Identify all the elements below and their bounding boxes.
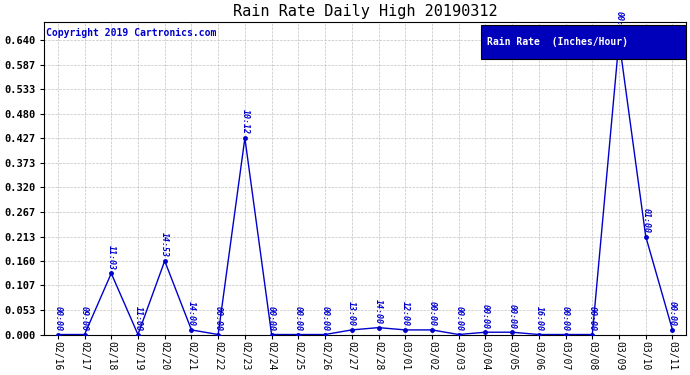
FancyBboxPatch shape bbox=[481, 25, 686, 59]
Text: 00:00: 00:00 bbox=[267, 306, 276, 331]
Text: 16:00: 16:00 bbox=[534, 306, 543, 331]
Title: Rain Rate Daily High 20190312: Rain Rate Daily High 20190312 bbox=[233, 4, 497, 19]
Text: 00:00: 00:00 bbox=[561, 306, 570, 331]
Text: 00:00: 00:00 bbox=[427, 301, 437, 326]
Text: 00:00: 00:00 bbox=[53, 306, 62, 331]
Text: Copyright 2019 Cartronics.com: Copyright 2019 Cartronics.com bbox=[46, 28, 216, 38]
Text: 11:00: 11:00 bbox=[133, 306, 142, 331]
Text: 12:00: 12:00 bbox=[401, 301, 410, 326]
Text: 00:00: 00:00 bbox=[508, 303, 517, 328]
Text: 00:00: 00:00 bbox=[321, 306, 330, 331]
Text: 00:00: 00:00 bbox=[481, 303, 490, 328]
Text: 14:53: 14:53 bbox=[160, 232, 169, 257]
Text: 00:00: 00:00 bbox=[294, 306, 303, 331]
Text: 00:00: 00:00 bbox=[454, 306, 463, 331]
Text: 14:00: 14:00 bbox=[187, 301, 196, 326]
Text: 13:00: 13:00 bbox=[347, 301, 356, 326]
Text: Rain Rate  (Inches/Hour): Rain Rate (Inches/Hour) bbox=[487, 37, 628, 47]
Text: 00:00: 00:00 bbox=[668, 301, 677, 326]
Text: 10:12: 10:12 bbox=[240, 110, 249, 134]
Text: 14:00: 14:00 bbox=[374, 299, 383, 324]
Text: 11:03: 11:03 bbox=[107, 244, 116, 270]
Text: 00:00: 00:00 bbox=[214, 306, 223, 331]
Text: 00:00: 00:00 bbox=[615, 12, 624, 36]
Text: 01:00: 01:00 bbox=[641, 208, 650, 233]
Text: 09:00: 09:00 bbox=[80, 306, 89, 331]
Text: 00:00: 00:00 bbox=[588, 306, 597, 331]
